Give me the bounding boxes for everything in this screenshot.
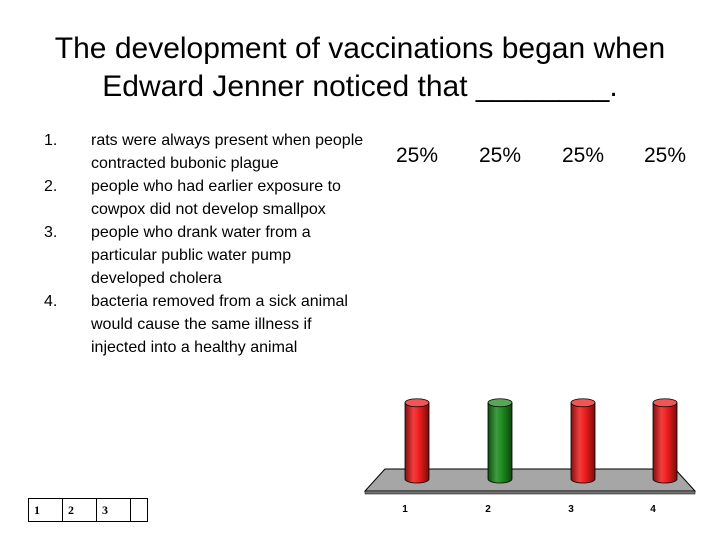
bar — [487, 402, 513, 484]
response-bar-chart: 25% 1 25% 2 25% 3 25% 4 — [363, 144, 697, 515]
response-countdown: 1 2 3 — [28, 498, 148, 522]
category-label: 4 — [650, 504, 656, 515]
category-label: 2 — [485, 504, 491, 515]
answer-text: people who drank water from a particular… — [91, 224, 311, 287]
chart-floor-edge — [364, 490, 696, 495]
bar-value-label: 25% — [479, 144, 521, 167]
countdown-cell: 1 — [29, 499, 63, 521]
bar — [570, 402, 596, 484]
answer-text: rats were always present when people con… — [91, 132, 364, 172]
category-label: 1 — [402, 504, 408, 515]
bar-value-label: 25% — [562, 144, 604, 167]
answer-text: bacteria removed from a sick animal woul… — [91, 293, 348, 356]
answer-option-3: 3. people who drank water from a particu… — [44, 221, 364, 290]
bar — [652, 402, 678, 484]
bar-top — [570, 398, 596, 408]
answer-list: 1. rats were always present when people … — [44, 129, 364, 359]
bar-top — [487, 398, 513, 408]
question-title: The development of vaccinations began wh… — [54, 32, 666, 103]
countdown-cell: 3 — [97, 499, 131, 521]
category-label: 3 — [568, 504, 574, 515]
answer-number: 2. — [44, 178, 58, 195]
countdown-cell: 2 — [63, 499, 97, 521]
bar-value-label: 25% — [396, 144, 438, 167]
bar-top — [404, 398, 430, 408]
answer-text: people who had earlier exposure to cowpo… — [91, 178, 341, 218]
countdown-cell-empty — [131, 499, 147, 521]
bar — [404, 402, 430, 484]
answer-option-1: 1. rats were always present when people … — [44, 129, 364, 175]
bar-value-label: 25% — [644, 144, 686, 167]
answer-number: 3. — [44, 224, 58, 241]
bar-top — [652, 398, 678, 408]
answer-option-4: 4. bacteria removed from a sick animal w… — [44, 290, 364, 359]
answer-option-2: 2. people who had earlier exposure to co… — [44, 175, 364, 221]
answer-number: 4. — [44, 293, 58, 310]
answer-number: 1. — [44, 132, 58, 149]
